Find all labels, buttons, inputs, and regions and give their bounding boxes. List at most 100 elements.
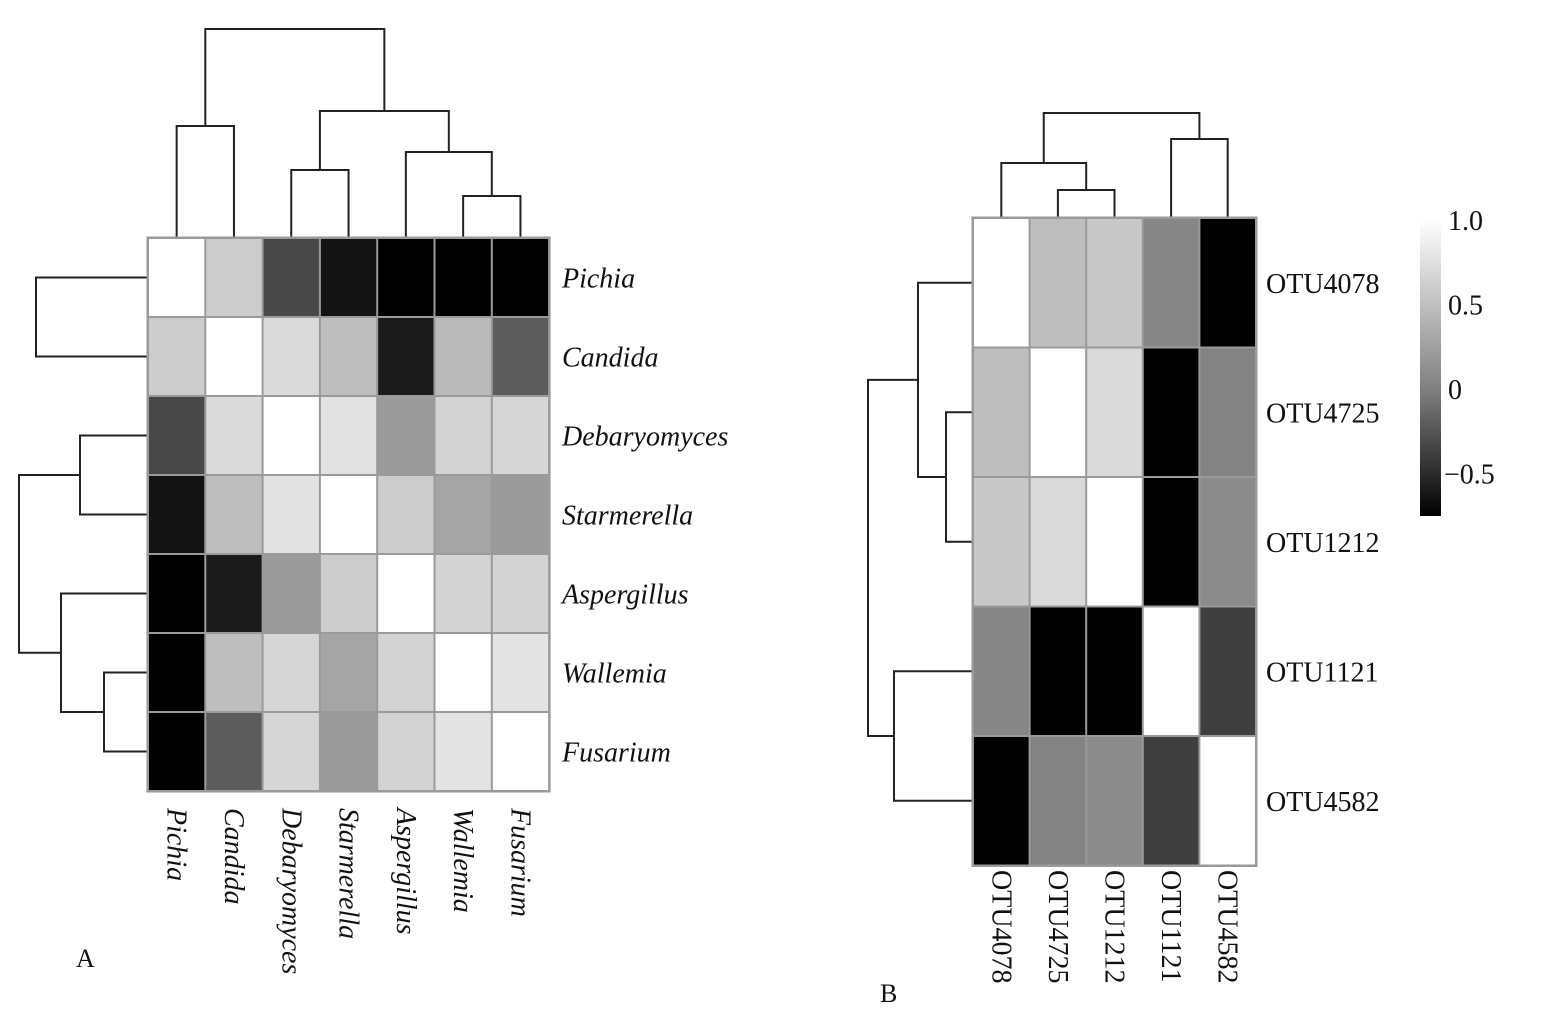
- heatmap-cell: [149, 239, 205, 316]
- colorbar-tick-label: 0: [1448, 375, 1462, 406]
- heatmap-cell: [974, 737, 1029, 865]
- panel-b-column-labels: OTU4078 OTU4725 OTU1212 OTU1121 OTU4582: [985, 870, 1242, 984]
- dendrogram-branch: [318, 110, 450, 170]
- heatmap-cell: [263, 634, 319, 711]
- heatmap-cell: [1143, 348, 1199, 476]
- column-label: Pichia: [161, 807, 192, 881]
- column-label: Fusarium: [504, 807, 535, 917]
- heatmap-cell: [974, 219, 1029, 347]
- heatmap-cell: [1200, 478, 1255, 606]
- colorbar-tick-label: −0.5: [1444, 460, 1495, 491]
- panel-a-heatmap-cells: [146, 236, 551, 793]
- heatmap-cell: [435, 713, 491, 790]
- heatmap-cell: [378, 476, 434, 553]
- heatmap-cell: [320, 239, 377, 316]
- colorbar-tick-label: 0.5: [1448, 291, 1483, 322]
- panel-b: OTU4078 OTU4725 OTU1212 OTU1121 OTU4582 OTU4…: [867, 112, 1495, 1008]
- heatmap-cell: [1030, 607, 1086, 735]
- heatmap-cell: [378, 397, 434, 474]
- heatmap-cell: [378, 318, 434, 395]
- dendrogram-branch: [1170, 138, 1229, 218]
- dendrogram-branch: [18, 474, 80, 654]
- column-label: OTU4078: [985, 870, 1016, 984]
- dendrogram-branch: [290, 169, 350, 238]
- dendrogram-branch: [867, 378, 918, 737]
- dendrogram-branch: [204, 28, 386, 126]
- heatmap-cell: [1143, 607, 1199, 735]
- heatmap-cell: [1030, 219, 1086, 347]
- dendrogram-branch: [1056, 189, 1116, 218]
- heatmap-cell: [974, 607, 1029, 735]
- heatmap-cell: [435, 397, 491, 474]
- heatmap-cell: [492, 397, 549, 474]
- row-label: Starmerella: [562, 501, 693, 532]
- heatmap-cell: [492, 555, 549, 632]
- heatmap-cell: [149, 397, 205, 474]
- column-label: OTU1212: [1099, 870, 1130, 984]
- column-label: Aspergillus: [390, 806, 421, 935]
- colorbar-gradient: [1420, 220, 1441, 516]
- heatmap-cell: [1200, 348, 1255, 476]
- panel-a-column-labels: Pichia Candida Debaryomyces Starmerella Aspe…: [161, 806, 536, 974]
- heatmap-cell: [1087, 737, 1142, 865]
- heatmap-cell: [1200, 219, 1255, 347]
- row-label: OTU4725: [1266, 398, 1380, 429]
- column-label: Debaryomyces: [275, 807, 306, 974]
- row-label: OTU4078: [1266, 269, 1380, 300]
- panel-b-column-dendrogram: [1000, 112, 1229, 218]
- heatmap-cell: [206, 713, 262, 790]
- row-label: Pichia: [561, 264, 635, 295]
- heatmap-cell: [206, 555, 262, 632]
- panel-b-row-dendrogram: [867, 281, 973, 802]
- heatmap-cell: [263, 476, 319, 553]
- dendrogram-branch: [1042, 112, 1201, 163]
- heatmap-cell: [492, 476, 549, 553]
- heatmap-cell: [206, 318, 262, 395]
- panel-b-heatmap-cells: [971, 216, 1258, 867]
- heatmap-cell: [1087, 219, 1142, 347]
- panel-a-row-labels: Pichia Candida Debaryomyces Starmerella Aspe…: [560, 264, 728, 769]
- colorbar: 1.0 0.5 0 −0.5: [1420, 206, 1495, 516]
- column-label: Starmerella: [333, 808, 364, 939]
- panel-a-column-dendrogram: [175, 28, 522, 238]
- row-label: OTU1121: [1266, 657, 1379, 688]
- dendrogram-branch: [945, 411, 973, 543]
- heatmap-cell: [1087, 478, 1142, 606]
- heatmap-cell: [320, 476, 377, 553]
- row-label: Fusarium: [561, 738, 671, 769]
- column-label: Wallemia: [447, 808, 478, 913]
- panel-b-row-labels: OTU4078 OTU4725 OTU1212 OTU1121 OTU4582: [1266, 269, 1380, 818]
- colorbar-tick-label: 1.0: [1448, 206, 1483, 237]
- heatmap-cell: [492, 239, 549, 316]
- heatmap-cell: [149, 318, 205, 395]
- heatmap-cell: [149, 555, 205, 632]
- heatmap-cell: [320, 555, 377, 632]
- heatmap-cell: [1200, 737, 1255, 865]
- heatmap-cell: [1030, 478, 1086, 606]
- heatmap-cell: [435, 634, 491, 711]
- heatmap-cell: [435, 555, 491, 632]
- row-label: OTU4582: [1266, 787, 1380, 818]
- column-label: OTU1121: [1155, 870, 1186, 983]
- heatmap-cell: [149, 476, 205, 553]
- heatmap-cell: [378, 634, 434, 711]
- heatmap-cell: [492, 713, 549, 790]
- heatmap-cell: [1087, 607, 1142, 735]
- heatmap-cell: [974, 348, 1029, 476]
- heatmap-cell: [263, 555, 319, 632]
- heatmap-cell: [263, 318, 319, 395]
- heatmap-cell: [974, 478, 1029, 606]
- heatmap-cell: [378, 555, 434, 632]
- heatmap-cell: [1200, 607, 1255, 735]
- heatmap-cell: [320, 713, 377, 790]
- heatmap-cell: [263, 239, 319, 316]
- heatmap-cell: [206, 397, 262, 474]
- heatmap-cell: [206, 239, 262, 316]
- heatmap-cell: [206, 476, 262, 553]
- heatmap-cell: [378, 713, 434, 790]
- dendrogram-branch: [103, 671, 148, 753]
- panel-b-label: B: [880, 979, 897, 1008]
- row-label: Wallemia: [562, 659, 667, 690]
- heatmap-cell: [435, 239, 491, 316]
